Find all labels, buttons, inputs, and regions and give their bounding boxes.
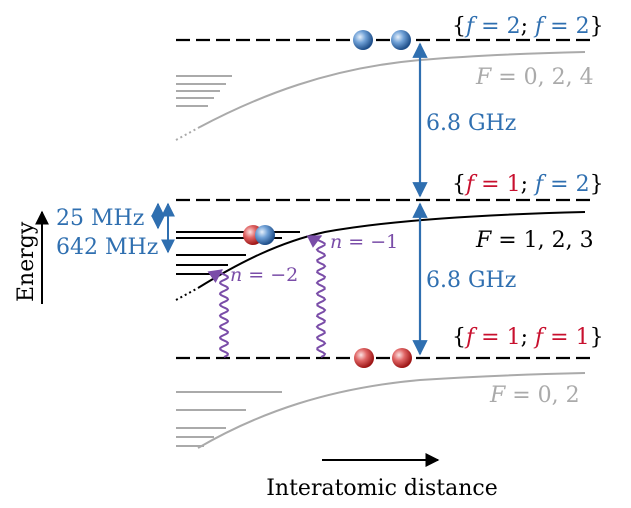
atom-red-bottom-left [354,348,374,368]
transition-left-wavy-arrow [207,269,230,358]
large-splitting-label: 642 MHz [56,235,158,260]
middle-potential-curve [197,211,586,289]
lower-splitting-label: 6.8 GHz [426,268,516,293]
bottom-manifold [176,356,590,449]
bottom-channel-label: F = 0, 2 [489,383,580,408]
top-potential-curve [197,51,586,129]
top-bound-levels [176,75,232,107]
top-potential-curve-dotted [175,127,199,141]
atom-blue-molecule [255,225,275,245]
top-manifold [175,38,590,141]
upper-splitting-label: 6.8 GHz [426,111,516,136]
distance-axis: Interatomic distance [266,453,498,501]
transition-right-label: n = −1 [330,231,398,253]
atom-red-bottom-right [392,348,412,368]
small-splitting-label: 25 MHz [56,206,144,231]
distance-axis-label: Interatomic distance [266,476,498,501]
middle-threshold-label: {f = 1; f = 2} [452,172,604,197]
top-threshold-label: {f = 2; f = 2} [452,14,604,39]
middle-channel-label: F = 1, 2, 3 [475,228,594,253]
energy-axis-label: Energy [14,221,39,302]
atom-blue-top-right [391,30,411,50]
atom-blue-top-left [353,30,373,50]
energy-axis: Energy [14,210,49,304]
bottom-bound-levels [176,391,282,447]
top-channel-label: F = 0, 2, 4 [475,65,594,90]
transition-left-label: n = −2 [230,264,298,286]
transitions [207,235,327,358]
transition-right-wavy-arrow [306,235,327,358]
bottom-potential-curve [197,372,586,449]
atoms [243,30,412,368]
middle-potential-curve-dotted [175,287,199,301]
middle-manifold [175,198,590,301]
splitting-arrows [151,42,428,356]
bottom-threshold-label: {f = 1; f = 1} [452,325,604,350]
